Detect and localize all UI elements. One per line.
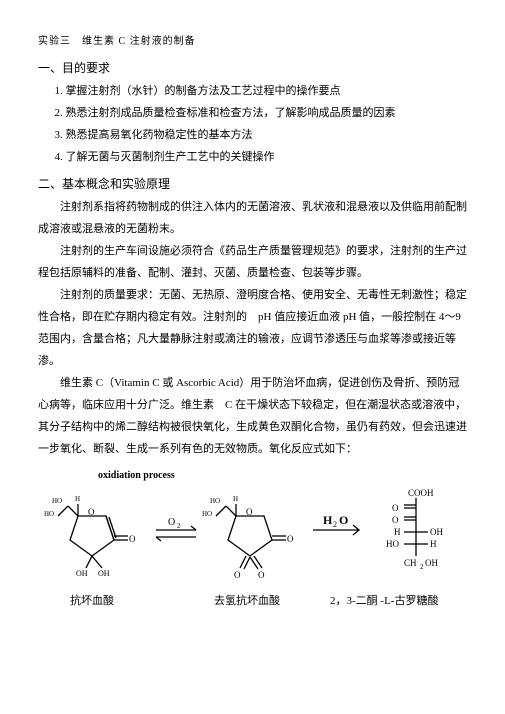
label-3: 2，3-二酮 -L-古罗糖酸 <box>330 590 438 612</box>
label-2: 去氢抗坏血酸 <box>214 590 280 612</box>
svg-text:O: O <box>234 570 241 578</box>
svg-text:H: H <box>233 495 238 503</box>
svg-text:O: O <box>339 513 348 527</box>
para-3: 注射剂的质量要求：无菌、无热原、澄明度合格、使用安全、无毒性无刺激性；稳定性合格… <box>38 284 467 372</box>
req-2: 2. 熟悉注射剂成品质量检查标准和检查方法，了解影响成品质量的因素 <box>38 102 467 124</box>
svg-text:2: 2 <box>177 522 181 530</box>
svg-text:O: O <box>88 507 95 517</box>
svg-text:HO: HO <box>386 539 399 549</box>
svg-text:O: O <box>246 507 253 517</box>
svg-text:O: O <box>168 517 175 528</box>
section-1: 一、目的要求 <box>38 56 467 80</box>
svg-text:HO: HO <box>52 497 62 505</box>
svg-text:OH: OH <box>430 527 443 537</box>
molecule-labels: 抗坏血酸 去氢抗坏血酸 2，3-二酮 -L-古罗糖酸 <box>38 590 467 612</box>
svg-text:O: O <box>287 534 294 544</box>
req-4: 4. 了解无菌与灭菌制剂生产工艺中的关键操作 <box>38 146 467 168</box>
svg-text:OH: OH <box>98 569 110 578</box>
para-1: 注射剂系指将药物制成的供注入体内的无菌溶液、乳状液和混悬液以及供临用前配制成溶液… <box>38 196 467 240</box>
oxidation-label: oxidiation process <box>98 466 467 486</box>
svg-text:OH: OH <box>76 569 88 578</box>
svg-text:HO: HO <box>202 510 212 518</box>
svg-text:2: 2 <box>420 563 424 571</box>
svg-text:2: 2 <box>333 520 337 529</box>
svg-text:O: O <box>129 534 136 544</box>
svg-text:O: O <box>392 515 399 525</box>
svg-text:H: H <box>323 513 333 527</box>
para-4: 维生素 C（Vitamin C 或 Ascorbic Acid）用于防治坏血病，… <box>38 372 467 460</box>
svg-text:O: O <box>392 503 399 513</box>
chemistry-svg: O O OH OH HO HO H O 2 <box>38 488 468 578</box>
reaction-diagram: oxidiation process O O OH OH HO HO H <box>38 466 467 586</box>
svg-text:H: H <box>394 527 401 537</box>
section-2: 二、基本概念和实验原理 <box>38 172 467 196</box>
svg-text:HO: HO <box>210 497 220 505</box>
svg-text:H: H <box>75 495 80 503</box>
doc-title: 实验三 维生素 C 注射液的制备 <box>38 32 467 52</box>
svg-text:CH: CH <box>404 558 417 568</box>
svg-text:COOH: COOH <box>408 488 434 498</box>
svg-text:O: O <box>258 570 265 578</box>
req-1: 1. 掌握注射剂（水针）的制备方法及工艺过程中的操作要点 <box>38 80 467 102</box>
para-2: 注射剂的生产车间设施必须符合《药品生产质量管理规范》的要求，注射剂的生产过程包括… <box>38 240 467 284</box>
svg-text:H: H <box>430 539 437 549</box>
label-1: 抗坏血酸 <box>70 590 114 612</box>
req-3: 3. 熟悉提高易氧化药物稳定性的基本方法 <box>38 124 467 146</box>
svg-text:HO: HO <box>44 510 54 518</box>
svg-text:OH: OH <box>425 558 438 568</box>
